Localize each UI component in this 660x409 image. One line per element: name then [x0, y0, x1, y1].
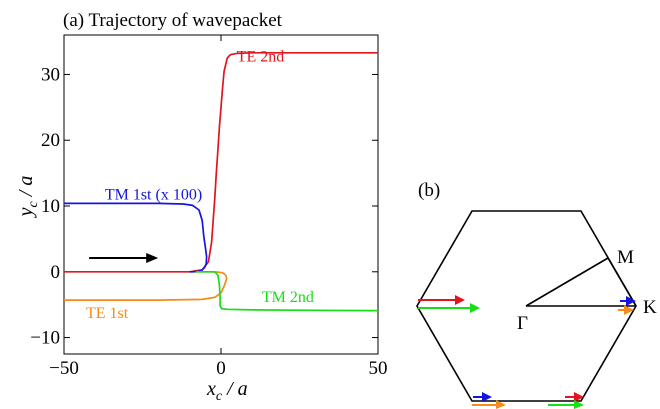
zone-arrow-green-bottom [548, 400, 584, 409]
series-line-tm-2nd [195, 270, 379, 312]
point-m-label: M [617, 247, 634, 268]
y-axis-label: yc / a [15, 176, 41, 219]
series-label: TE 2nd [237, 48, 285, 65]
zone-arrow-red-left [418, 295, 465, 305]
series-labels: TE 2nd TM 1st (x 100) TE 1st TM 2nd [86, 48, 314, 322]
point-k-label: K [643, 297, 657, 318]
x-tick-label: 0 [216, 358, 226, 379]
zone-arrow-blue-right [620, 296, 636, 306]
y-tick-label: 30 [41, 64, 60, 85]
series-label: TM 2nd [262, 289, 314, 306]
zone-arrow-red-bottom [565, 392, 584, 402]
series-line-tm-1st-x-100- [64, 202, 208, 273]
y-tick-label: 10 [41, 196, 60, 217]
zone-arrow-green-left [418, 303, 480, 313]
y-tick-label: −10 [30, 328, 60, 349]
x-tick-label: 50 [369, 358, 388, 379]
series-label: TE 1st [86, 305, 129, 322]
direction-arrow-layer [89, 252, 159, 263]
x-tick-label: −50 [49, 358, 79, 379]
panel-b-label: (b) [418, 180, 440, 201]
panel-a-title: (a) Trajectory of wavepacket [63, 10, 283, 31]
y-tick-label: 0 [51, 262, 61, 283]
series-label: TM 1st (x 100) [105, 186, 202, 203]
series-line-te-1st [64, 270, 228, 301]
brillouin-zone-hexagon [416, 210, 637, 402]
zone-arrow-orange-bottom [472, 400, 506, 409]
zone-arrow-orange-right [618, 305, 634, 315]
y-tick-label: 20 [41, 130, 60, 151]
point-gamma-label: Γ [517, 313, 528, 334]
axis-ticks: −50 0 50 −10 0 10 20 30 [30, 35, 388, 379]
gamma-m-line [525, 257, 609, 307]
direction-arrow-head [146, 252, 159, 263]
series-line-te-2nd [64, 51, 378, 273]
m-k-line [607, 257, 637, 307]
series-layer [64, 51, 379, 312]
x-axis-label: xc / a [206, 378, 248, 404]
zone-arrow-blue-bottom [473, 392, 492, 402]
